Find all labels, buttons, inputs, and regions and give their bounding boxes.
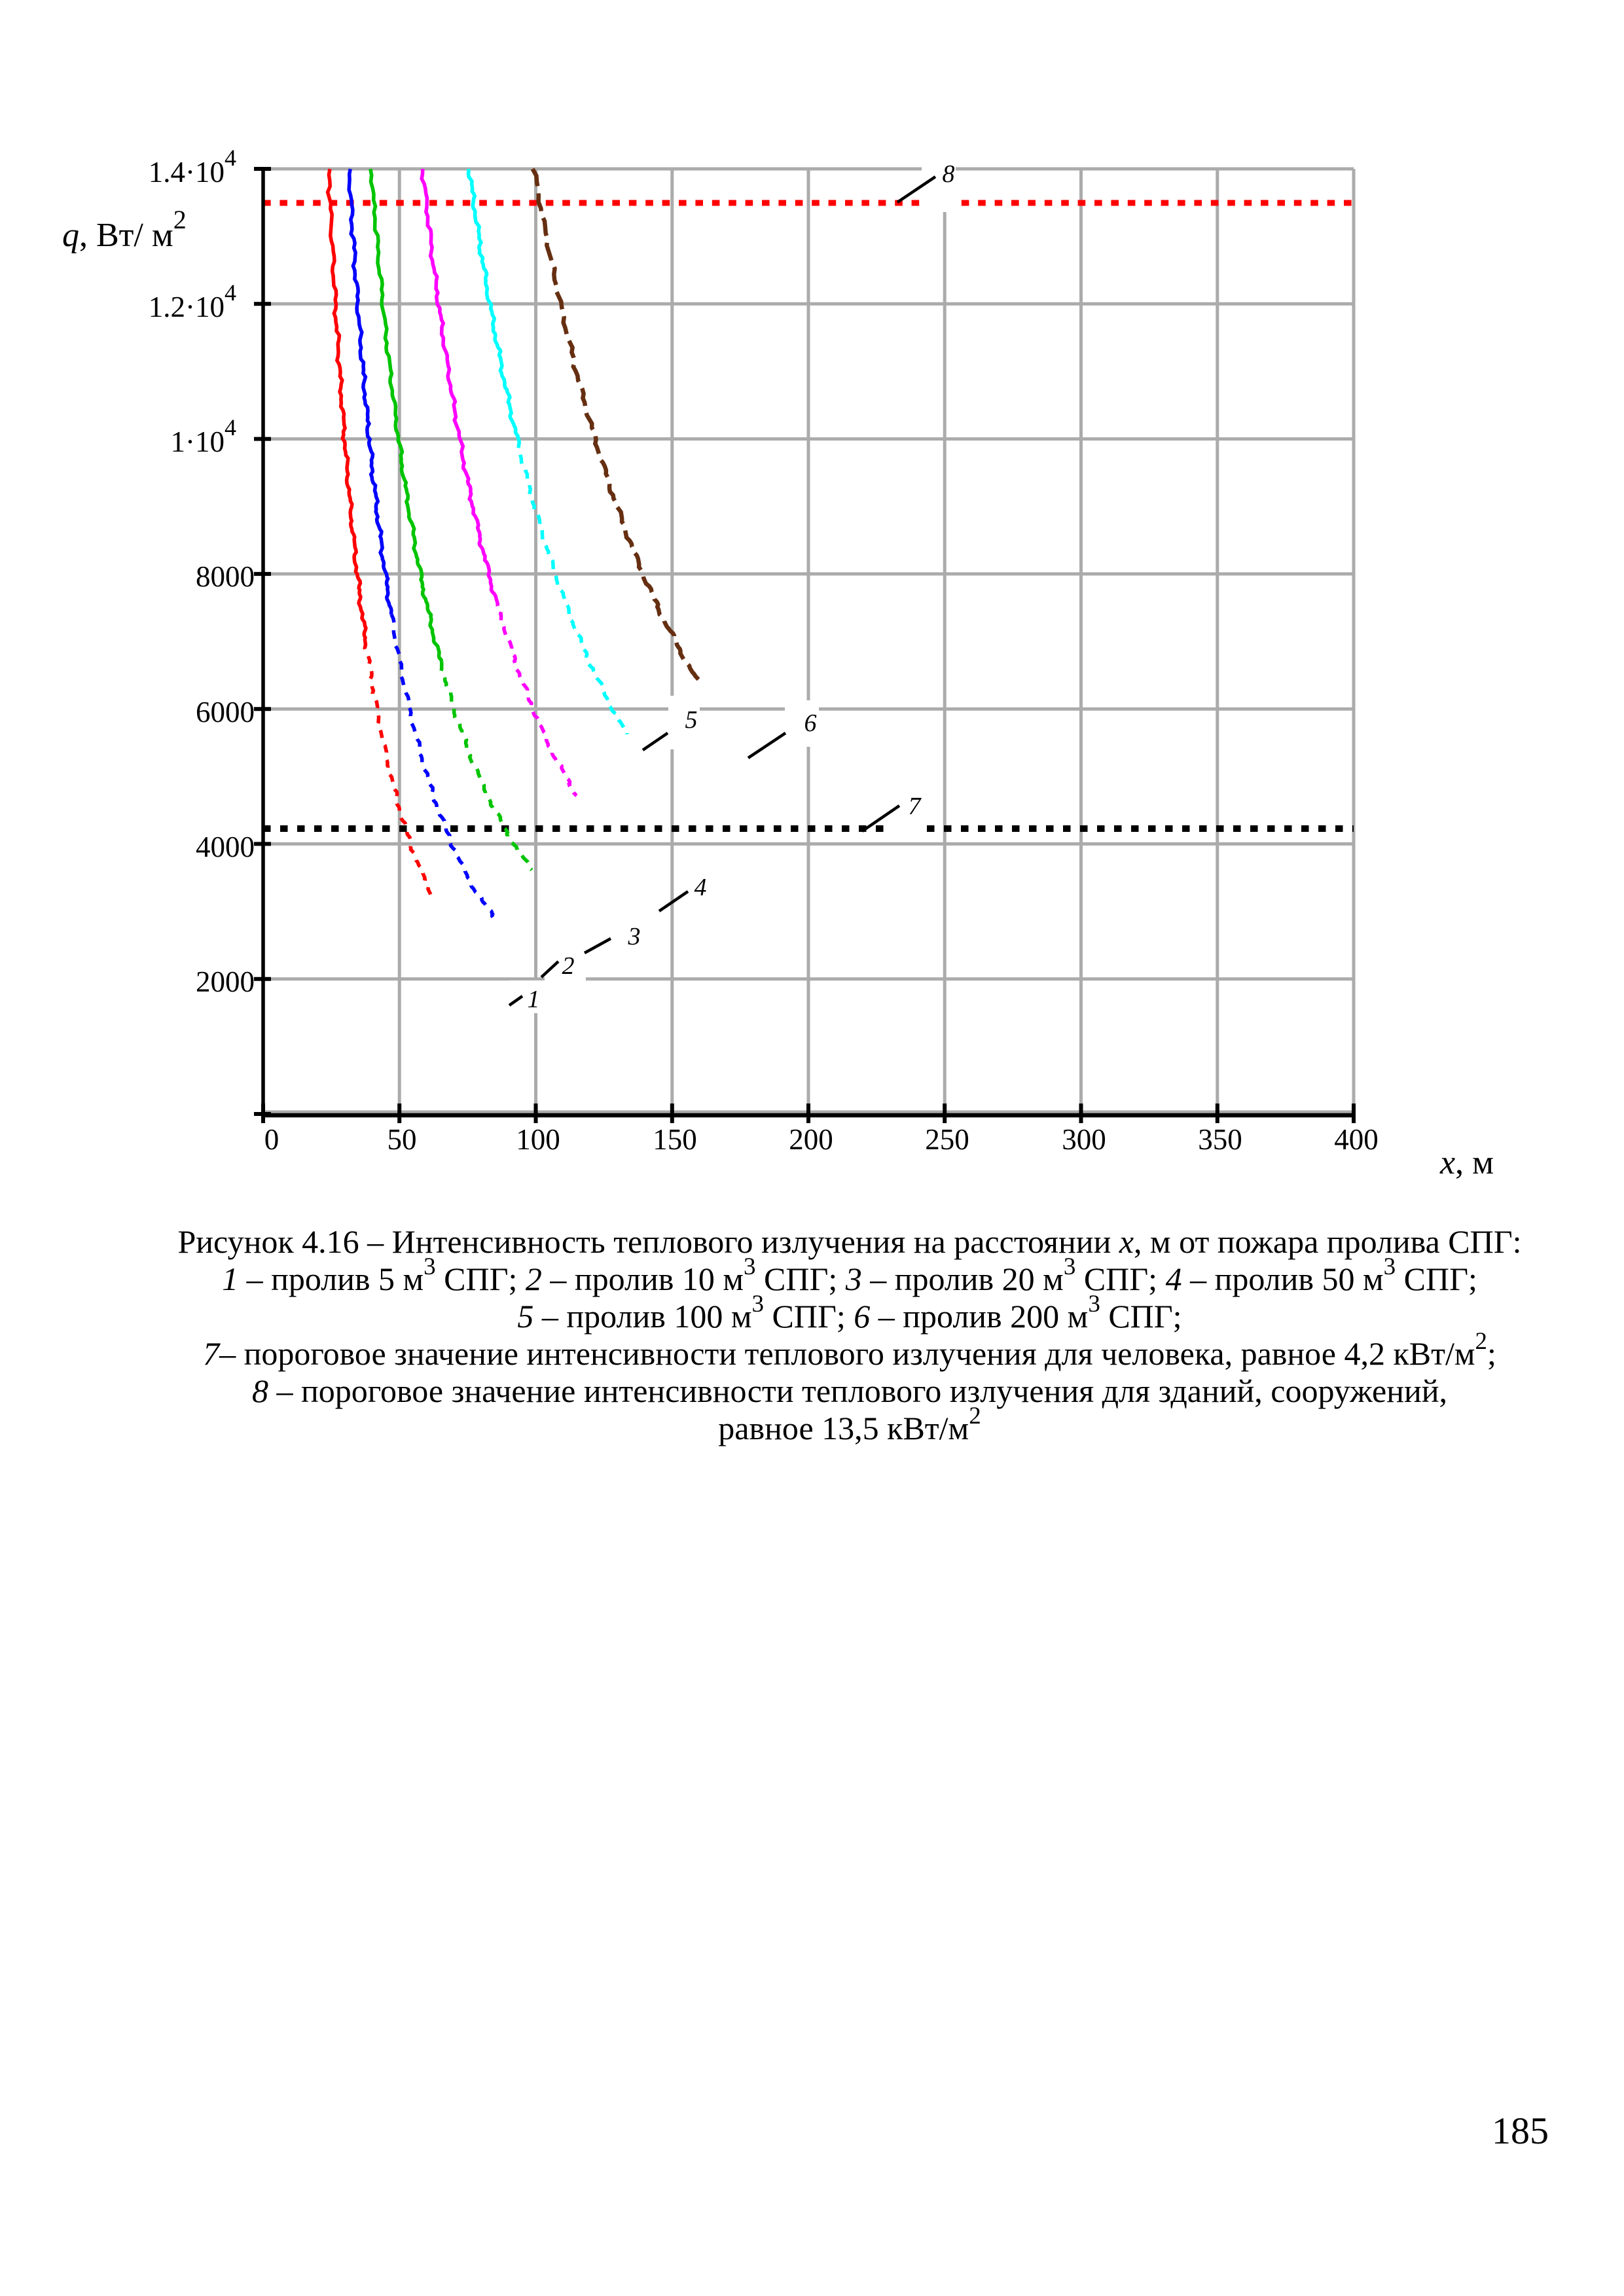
- svg-text:100: 100: [516, 1123, 560, 1156]
- svg-text:400: 400: [1334, 1123, 1379, 1156]
- svg-text:7: 7: [909, 793, 922, 820]
- svg-text:8: 8: [943, 160, 955, 188]
- svg-text:q, Вт/ м2: q, Вт/ м2: [62, 205, 187, 254]
- svg-text:x, м: x, м: [1439, 1144, 1494, 1181]
- svg-text:200: 200: [789, 1123, 833, 1156]
- svg-text:4: 4: [695, 874, 707, 901]
- svg-text:6000: 6000: [196, 696, 255, 728]
- svg-text:1.2·104: 1.2·104: [149, 279, 236, 323]
- svg-text:2: 2: [562, 952, 575, 980]
- svg-text:2000: 2000: [196, 965, 255, 998]
- svg-text:1.4·104: 1.4·104: [149, 145, 236, 188]
- svg-text:250: 250: [925, 1123, 969, 1156]
- svg-text:350: 350: [1198, 1123, 1242, 1156]
- svg-text:150: 150: [653, 1123, 697, 1156]
- svg-text:6: 6: [804, 709, 817, 737]
- svg-text:50: 50: [388, 1123, 417, 1156]
- svg-text:5: 5: [685, 706, 698, 734]
- svg-text:1·104: 1·104: [171, 414, 237, 458]
- svg-text:4000: 4000: [196, 831, 255, 863]
- svg-text:300: 300: [1062, 1123, 1106, 1156]
- svg-text:8000: 8000: [196, 560, 255, 593]
- svg-text:3: 3: [628, 923, 641, 950]
- svg-text:0: 0: [264, 1123, 280, 1156]
- svg-text:1: 1: [528, 986, 540, 1013]
